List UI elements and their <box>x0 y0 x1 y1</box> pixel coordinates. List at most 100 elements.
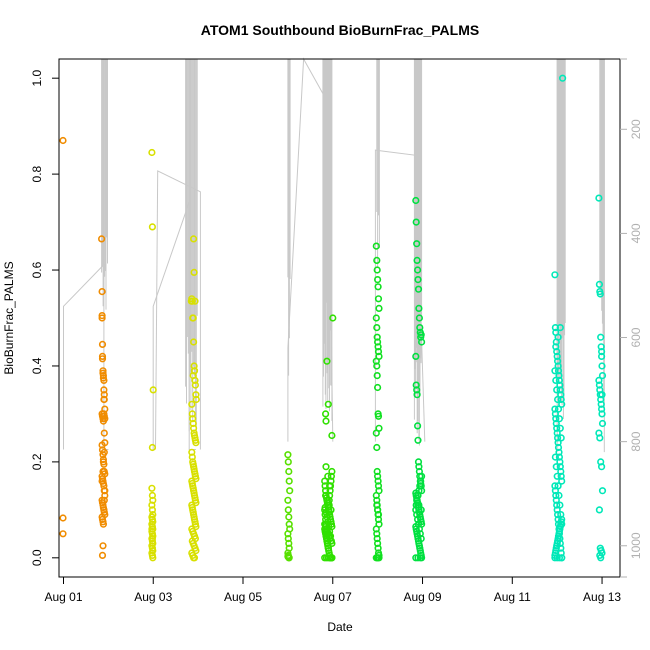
data-point <box>328 554 336 562</box>
data-point <box>555 415 564 423</box>
data-point <box>418 338 426 346</box>
data-point <box>97 235 106 243</box>
data-point <box>100 395 108 404</box>
data-point <box>149 554 157 562</box>
data-point <box>556 324 564 332</box>
data-point <box>148 525 156 533</box>
data-point <box>192 395 200 404</box>
data-point <box>98 477 106 485</box>
data-point <box>322 463 330 471</box>
x-axis: Aug 01 Aug 03 Aug 05 Aug 07 Aug 09 Aug 11 Aug … <box>44 577 621 604</box>
data-point <box>284 458 292 466</box>
data-point <box>372 242 380 250</box>
data-point <box>328 467 336 476</box>
data-point <box>416 554 424 562</box>
data-point <box>191 297 199 305</box>
data-point <box>414 285 423 293</box>
data-point <box>414 436 422 444</box>
data-point <box>99 520 107 528</box>
data-point <box>374 412 383 420</box>
data-point <box>329 314 337 322</box>
data-point <box>374 283 382 291</box>
data-point <box>192 439 200 447</box>
data-point <box>101 439 109 447</box>
data-point <box>373 362 381 370</box>
data-point <box>372 429 380 437</box>
data-point <box>556 501 564 509</box>
data-point <box>374 276 382 284</box>
data-point <box>555 376 564 385</box>
data-point <box>373 443 381 452</box>
data-point <box>190 268 198 277</box>
data-point <box>148 534 156 543</box>
data-point <box>595 280 604 289</box>
data-point <box>189 372 197 380</box>
data-point <box>598 362 606 370</box>
data-point <box>373 372 381 380</box>
data-point <box>101 487 109 495</box>
data-point <box>59 530 67 538</box>
data-point <box>148 223 156 231</box>
data-point <box>285 513 293 521</box>
data-point <box>557 510 565 519</box>
secondary-y-axis: 200 400 600 800 1000 <box>620 58 643 578</box>
y-tick-label: 0.6 <box>30 261 44 278</box>
data-point <box>372 314 380 322</box>
data-point <box>373 324 381 332</box>
data-point <box>598 391 606 399</box>
data-point <box>414 266 422 274</box>
data-point <box>98 352 107 361</box>
data-point <box>555 491 563 500</box>
data-point <box>552 343 560 351</box>
data-point <box>558 477 566 485</box>
chart-title: ATOM1 Southbound BioBurnFrac_PALMS <box>201 22 479 38</box>
data-point <box>148 148 156 157</box>
data-point <box>100 496 108 504</box>
data-point <box>375 554 383 562</box>
data-point <box>595 194 603 202</box>
data-point <box>100 376 108 385</box>
data-point <box>414 422 422 430</box>
data-point <box>327 537 336 545</box>
data-point <box>595 506 604 514</box>
data-point <box>598 419 607 428</box>
y2-tick-label: 200 <box>629 119 643 139</box>
data-point <box>148 506 156 514</box>
data-point <box>414 276 422 284</box>
data-point <box>374 295 383 303</box>
data-point <box>597 348 606 356</box>
data-point <box>191 381 199 389</box>
data-point <box>552 376 560 385</box>
data-point <box>417 331 425 339</box>
data-point <box>284 451 292 459</box>
data-point <box>375 304 383 313</box>
data-point <box>324 544 332 552</box>
y-tick-label: 0.2 <box>30 453 44 470</box>
data-point <box>99 467 107 476</box>
data-points <box>59 74 607 562</box>
data-point <box>412 196 420 205</box>
data-point <box>322 417 330 425</box>
y-tick-label: 1.0 <box>30 70 44 87</box>
data-point <box>553 472 561 480</box>
data-point <box>190 554 199 562</box>
data-point <box>149 386 157 394</box>
data-point <box>551 271 559 279</box>
data-point <box>100 429 108 437</box>
y2-tick-label: 600 <box>629 327 643 347</box>
data-point <box>98 340 107 349</box>
data-point <box>98 355 107 363</box>
data-point <box>148 443 156 452</box>
data-point <box>558 554 566 562</box>
data-point <box>553 386 561 394</box>
data-point <box>99 458 107 466</box>
data-point <box>188 400 196 408</box>
data-point <box>98 551 107 560</box>
data-point <box>598 372 607 380</box>
data-point <box>284 496 292 504</box>
data-point <box>285 467 293 476</box>
data-point <box>101 415 109 423</box>
data-point <box>327 506 335 514</box>
altitude-flight-2 <box>155 170 201 450</box>
